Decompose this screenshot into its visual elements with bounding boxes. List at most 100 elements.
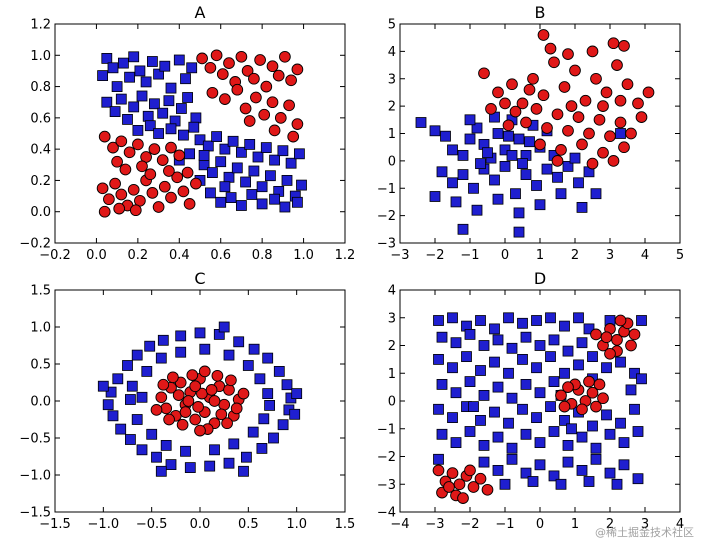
point [436, 166, 448, 178]
point [264, 170, 276, 182]
point [506, 342, 518, 354]
point [291, 196, 303, 208]
point [188, 121, 200, 133]
x-tick-label: 4 [676, 517, 684, 532]
point [165, 459, 177, 471]
point [534, 199, 546, 211]
x-tick-label: −1 [495, 517, 514, 532]
subplot-title: A [195, 3, 206, 22]
point [489, 323, 500, 335]
point [524, 136, 535, 148]
point [436, 331, 448, 343]
point [520, 467, 532, 479]
point [231, 83, 244, 96]
point [243, 115, 256, 127]
point [604, 347, 616, 360]
x-tick-label: −2 [460, 517, 479, 532]
point [177, 129, 189, 141]
series-A-1 [96, 49, 304, 218]
point [632, 97, 644, 110]
point [436, 428, 448, 440]
subplot-D: D −4 −3 −2 −1 0 1 2 3 4 −4 −3 −2 −1 0 1 2 3 4 [377, 269, 684, 532]
point [179, 406, 192, 418]
point [635, 111, 648, 123]
point [443, 481, 455, 493]
point [172, 389, 185, 401]
point [248, 165, 260, 177]
point [534, 340, 546, 351]
x-tick-label: 2 [571, 248, 579, 263]
point [206, 167, 218, 179]
point [565, 100, 578, 112]
point [552, 171, 563, 183]
point [136, 160, 148, 173]
point [632, 473, 644, 485]
point [464, 133, 476, 145]
point [531, 180, 542, 191]
y-tick-label: 4 [388, 284, 396, 299]
point [221, 417, 233, 430]
point [527, 476, 539, 487]
point [573, 359, 584, 371]
point [562, 160, 574, 172]
point [590, 72, 602, 85]
point [136, 90, 148, 102]
y-tick-label: 1 [388, 127, 396, 142]
y-tick-label: −3 [377, 237, 396, 252]
point [118, 57, 129, 69]
point [559, 367, 570, 379]
axes-frame [54, 289, 346, 513]
point [593, 113, 606, 126]
point [131, 414, 143, 425]
point [211, 369, 224, 382]
y-tick-label: 1.5 [30, 284, 51, 299]
point [544, 42, 557, 55]
point [447, 144, 458, 156]
point [140, 76, 152, 88]
point [489, 174, 500, 186]
point [475, 158, 486, 170]
point [151, 451, 162, 463]
point [555, 478, 567, 490]
point [262, 352, 274, 364]
point [155, 352, 167, 364]
point [144, 340, 156, 352]
point [569, 152, 581, 164]
point [210, 49, 223, 62]
y-tick-label: 0.4 [30, 143, 51, 158]
point [555, 144, 567, 156]
x-tick-label: −1.5 [39, 517, 71, 532]
point [506, 453, 518, 465]
point [247, 426, 259, 438]
point [468, 401, 479, 413]
point [450, 437, 462, 449]
point [615, 356, 626, 368]
point [219, 181, 231, 193]
point [478, 456, 490, 468]
point [604, 130, 616, 143]
point [194, 424, 206, 437]
point [101, 53, 113, 64]
point [163, 95, 175, 107]
point [492, 431, 504, 443]
point [461, 351, 472, 363]
point [586, 157, 599, 170]
point [492, 128, 504, 139]
point [618, 40, 630, 52]
point [230, 402, 243, 415]
point [604, 467, 616, 479]
point [254, 373, 266, 385]
point [204, 187, 216, 199]
point [142, 110, 154, 122]
point [474, 472, 487, 485]
point [573, 312, 584, 324]
point [105, 386, 117, 398]
y-tick-label: −4 [377, 506, 396, 521]
point [447, 362, 458, 374]
series-D-1 [432, 314, 641, 504]
point [415, 117, 427, 128]
point [457, 149, 469, 161]
point [621, 78, 634, 91]
point [587, 420, 598, 432]
series-C-1 [150, 365, 250, 437]
